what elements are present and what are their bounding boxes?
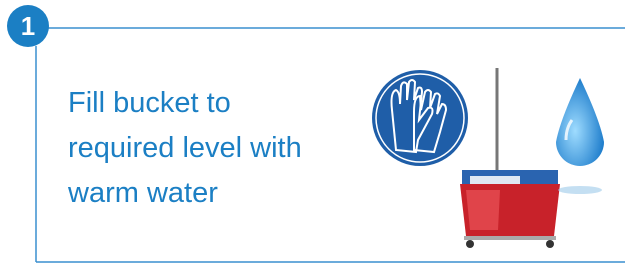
- instruction-line: Fill bucket to: [68, 87, 231, 119]
- instruction-card: 1 Fill bucket to required level with war…: [0, 0, 625, 268]
- gloves-icon: [372, 70, 468, 166]
- instruction-line: required level with: [68, 132, 302, 164]
- water-drop-icon: [556, 78, 604, 194]
- step-number: 1: [21, 11, 35, 41]
- instruction-line: warm water: [67, 177, 218, 209]
- mop-bucket-icon: [460, 68, 560, 248]
